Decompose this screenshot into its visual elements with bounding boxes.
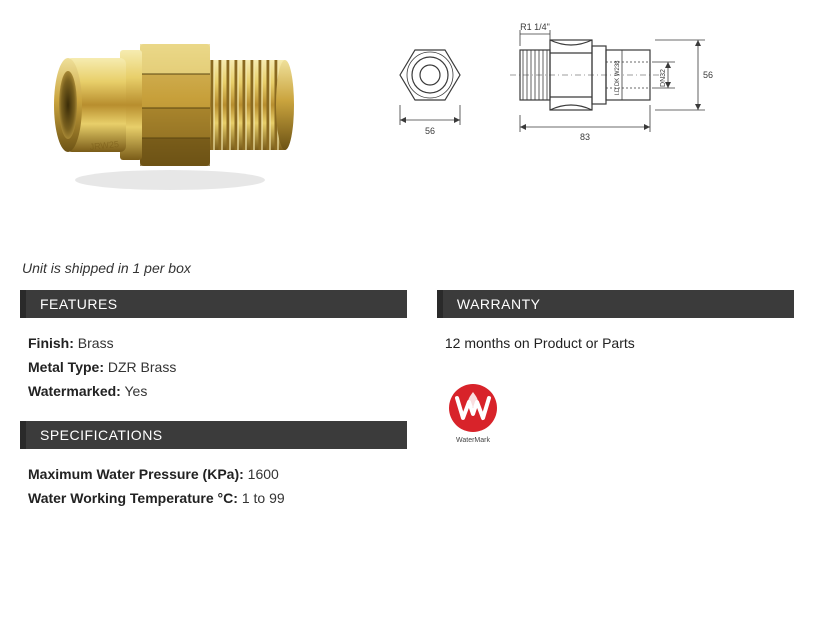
feature-value: DZR Brass <box>108 359 176 375</box>
specification-value: 1600 <box>248 466 279 482</box>
feature-label: Finish: <box>28 335 74 351</box>
dim-right-height: 56 <box>703 70 713 80</box>
dim-id-label: I.D DK W238 <box>615 60 621 96</box>
watermark-badge-icon: WaterMark <box>443 382 503 446</box>
features-header: FEATURES <box>20 290 407 318</box>
technical-drawing: 56 83 R1 1/4" 56 DN32 I.D DK W238 <box>360 20 740 160</box>
content-columns: FEATURES Finish: Brass Metal Type: DZR B… <box>20 290 794 529</box>
specification-row: Water Working Temperature °C: 1 to 99 <box>28 487 403 511</box>
features-body: Finish: Brass Metal Type: DZR Brass Wate… <box>20 332 407 421</box>
warranty-body: 12 months on Product or Parts <box>437 332 794 374</box>
left-column: FEATURES Finish: Brass Metal Type: DZR B… <box>20 290 407 529</box>
feature-row: Finish: Brass <box>28 332 403 356</box>
specification-value: 1 to 99 <box>242 490 285 506</box>
svg-text:WaterMark: WaterMark <box>456 437 490 444</box>
feature-label: Watermarked: <box>28 383 121 399</box>
image-row: JRW25 <box>20 20 794 200</box>
feature-row: Metal Type: DZR Brass <box>28 356 403 380</box>
feature-label: Metal Type: <box>28 359 104 375</box>
dim-thread-label: R1 1/4" <box>520 22 550 32</box>
specifications-body: Maximum Water Pressure (KPa): 1600 Water… <box>20 463 407 529</box>
dim-dn-label: DN32 <box>660 69 667 87</box>
specifications-header: SPECIFICATIONS <box>20 421 407 449</box>
product-image: JRW25 <box>20 20 320 200</box>
feature-row: Watermarked: Yes <box>28 380 403 404</box>
warranty-header: WARRANTY <box>437 290 794 318</box>
dim-hex-width: 56 <box>425 126 435 136</box>
right-column: WARRANTY 12 months on Product or Parts W… <box>437 290 794 529</box>
warranty-text: 12 months on Product or Parts <box>445 332 790 356</box>
specification-row: Maximum Water Pressure (KPa): 1600 <box>28 463 403 487</box>
shipping-note: Unit is shipped in 1 per box <box>22 260 794 276</box>
specification-label: Water Working Temperature °C: <box>28 490 238 506</box>
dim-total-length: 83 <box>580 132 590 142</box>
feature-value: Brass <box>78 335 114 351</box>
feature-value: Yes <box>125 383 148 399</box>
specification-label: Maximum Water Pressure (KPa): <box>28 466 244 482</box>
